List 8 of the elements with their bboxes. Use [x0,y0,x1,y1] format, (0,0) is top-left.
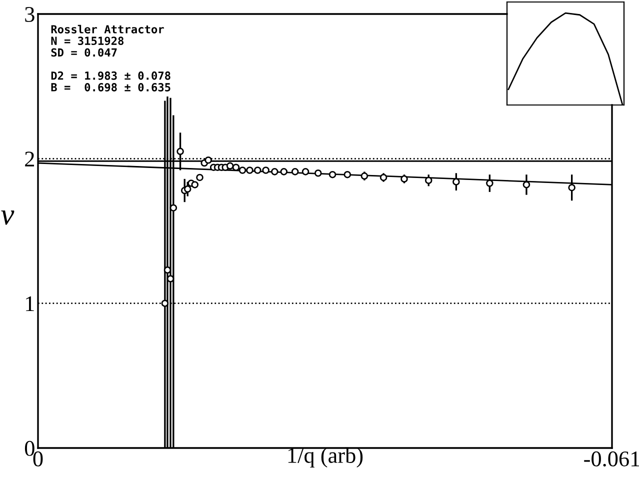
x-tick-label: -0.061 [584,451,639,467]
y-tick-label: 1 [26,296,34,312]
x-axis-title: 1/q (arb) [288,447,363,468]
y-tick-label: 3 [25,6,34,22]
text: Rossler Attractor N = 3151928 SD = 0.047 D2 = 1.983 ± 0.078 B = 0.698 ± 0.635 [51,24,170,92]
y-axis-title: ν [1,210,14,225]
y-tick-label: 0 [24,440,34,456]
y-tick-label: 2 [25,152,34,166]
